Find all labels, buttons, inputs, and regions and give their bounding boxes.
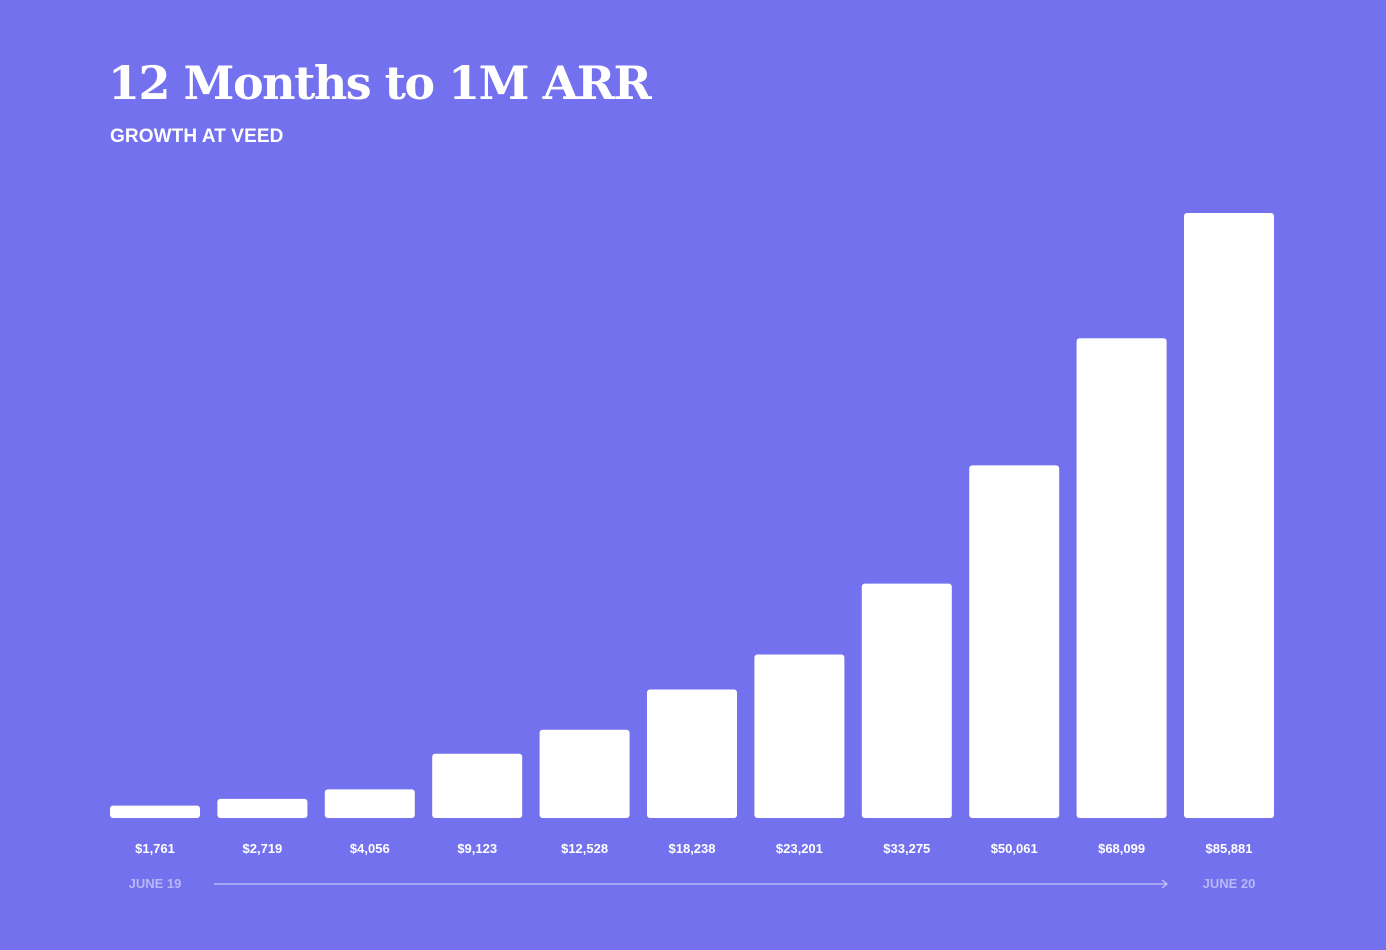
bar <box>969 465 1060 818</box>
bar <box>217 798 308 818</box>
bar <box>1184 213 1274 818</box>
chart-title: 12 Months to 1M ARR <box>108 56 652 110</box>
bar <box>861 583 952 818</box>
bar-value-label: $50,061 <box>991 841 1038 856</box>
bar-value-label: $2,719 <box>243 841 283 856</box>
axis-start-label: JUNE 19 <box>129 876 182 891</box>
bar-value-label: $33,275 <box>883 841 930 856</box>
bar-value-label: $23,201 <box>776 841 823 856</box>
value-labels-group: $1,761 $2,719 $4,056 $9,123 $12,528 $18,238 $2… <box>135 841 1252 856</box>
bar <box>539 729 630 818</box>
bars-group <box>110 213 1274 818</box>
time-axis: JUNE 19 JUNE 20 <box>129 876 1256 891</box>
bar <box>1076 338 1167 818</box>
bar-value-label: $85,881 <box>1206 841 1253 856</box>
bar-value-label: $9,123 <box>457 841 497 856</box>
bar <box>432 753 523 818</box>
chart-subtitle: GROWTH AT VEED <box>110 126 284 147</box>
bar-value-label: $68,099 <box>1098 841 1145 856</box>
bar <box>110 805 200 818</box>
timeline-arrow-head <box>1161 879 1169 889</box>
bar-value-label: $1,761 <box>135 841 175 856</box>
bar-value-label: $4,056 <box>350 841 390 856</box>
axis-end-label: JUNE 20 <box>1203 876 1256 891</box>
bar <box>647 689 737 818</box>
bar-value-label: $12,528 <box>561 841 608 856</box>
bar-value-label: $18,238 <box>669 841 716 856</box>
bar <box>754 654 845 818</box>
bar <box>324 789 415 818</box>
